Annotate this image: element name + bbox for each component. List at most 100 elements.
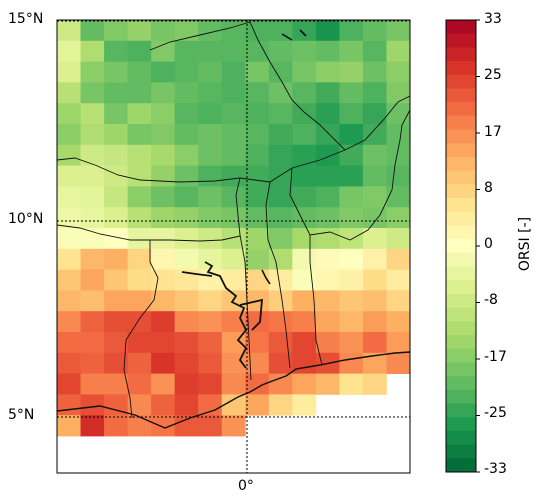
heatmap-cell [80, 40, 105, 62]
colorbar-swatch [446, 293, 476, 308]
colorbar-swatch [446, 211, 476, 226]
heatmap-cell [268, 332, 293, 354]
heatmap-cell [386, 290, 410, 312]
heatmap-cell [80, 394, 105, 416]
heatmap-cell [174, 124, 199, 146]
heatmap-cell [104, 186, 128, 208]
border-burkina-south [57, 224, 241, 242]
heatmap-cell [362, 124, 387, 146]
heatmap-cell [221, 103, 246, 125]
heatmap-cell [104, 207, 128, 229]
colorbar-swatch [446, 143, 476, 158]
heatmap-cell [292, 248, 317, 270]
heatmap-cell [104, 332, 128, 354]
heatmap-cell [80, 144, 105, 166]
colorbar-swatch [446, 417, 476, 432]
heatmap-cell [221, 248, 246, 270]
colorbar-title: ORSI [-] [517, 216, 534, 272]
heatmap-cell [339, 248, 364, 270]
heatmap-cell [362, 290, 387, 312]
heatmap-cell [104, 103, 128, 125]
heatmap-cell [268, 352, 293, 374]
heatmap-cell [57, 228, 81, 250]
heatmap-cell [268, 269, 293, 291]
heatmap-cell [57, 40, 81, 62]
heatmap-cell [198, 290, 223, 312]
colorbar-swatch [446, 47, 476, 62]
heatmap-cell [292, 352, 317, 374]
heatmap-cell [80, 311, 105, 333]
colorbar-swatch [446, 20, 476, 34]
heatmap-cell [386, 20, 410, 42]
colorbar-swatch [446, 198, 476, 213]
heatmap-cell [151, 61, 176, 83]
heatmap-cell [174, 82, 199, 104]
heatmap-cell [198, 311, 223, 333]
heatmap-cell [292, 124, 317, 146]
heatmap-cell [80, 373, 105, 395]
heatmap-cell [151, 290, 176, 312]
heatmap-cell [151, 352, 176, 374]
heatmap-cell [104, 165, 128, 187]
heatmap-cell [104, 20, 128, 42]
heatmap-cell [57, 61, 81, 83]
heatmap-cell [151, 82, 176, 104]
heatmap-cell [104, 61, 128, 83]
heatmap-cell [315, 332, 340, 354]
heatmap-cell [151, 103, 176, 125]
heatmap-cell [198, 124, 223, 146]
heatmap-cell [339, 124, 364, 146]
border-nigeria-east [394, 109, 410, 166]
heatmap-cell [245, 165, 270, 187]
colorbar-swatch [446, 458, 476, 473]
heatmap-cell [268, 207, 293, 229]
heatmap-cell [386, 103, 410, 125]
heatmap-cell [198, 144, 223, 166]
heatmap-cell [386, 186, 410, 208]
heatmap-cell [80, 290, 105, 312]
heatmap-cell [386, 124, 410, 146]
heatmap-cell [198, 394, 223, 416]
heatmap-cell [362, 352, 387, 374]
border-benin-north [289, 164, 396, 241]
heatmap-cell [104, 394, 128, 416]
heatmap-cell [80, 61, 105, 83]
heatmap-cell [386, 165, 410, 187]
heatmap-cell [362, 165, 387, 187]
heatmap-cell [245, 207, 270, 229]
heatmap-cell [80, 228, 105, 250]
heatmap-cell [151, 144, 176, 166]
heatmap-cell [80, 165, 105, 187]
lon-label-0: 0° [238, 478, 254, 494]
colorbar-swatch [446, 115, 476, 130]
heatmap-cell [80, 332, 105, 354]
heatmap-cell [198, 248, 223, 270]
heatmap-cell [221, 124, 246, 146]
colorbar-swatch [446, 88, 476, 103]
heatmap-cell [315, 228, 340, 250]
heatmap-cell [268, 61, 293, 83]
colorbar-swatch [446, 403, 476, 418]
heatmap-cell [221, 20, 246, 42]
heatmap-cell [57, 311, 81, 333]
heatmap-cell [221, 207, 246, 229]
colorbar-swatch [446, 74, 476, 89]
heatmap-cell [198, 352, 223, 374]
border-ivory-coast-ghana [123, 240, 159, 419]
heatmap-cell [339, 82, 364, 104]
heatmap-cell [386, 332, 410, 354]
heatmap-cell [151, 248, 176, 270]
heatmap-cell [57, 103, 81, 125]
heatmap-cell [127, 269, 152, 291]
heatmap-cell [151, 332, 176, 354]
border-benin-nigeria [309, 235, 323, 366]
border-niger-nigeria [344, 95, 410, 151]
heatmap-cell [339, 20, 364, 42]
heatmap-cell [315, 40, 340, 62]
heatmap-cell [386, 144, 410, 166]
colorbar-swatch [446, 444, 476, 459]
heatmap-cell [127, 248, 152, 270]
border-mali-burkina [57, 157, 141, 181]
heatmap-cell [245, 103, 270, 125]
heatmap-cell [57, 82, 81, 104]
